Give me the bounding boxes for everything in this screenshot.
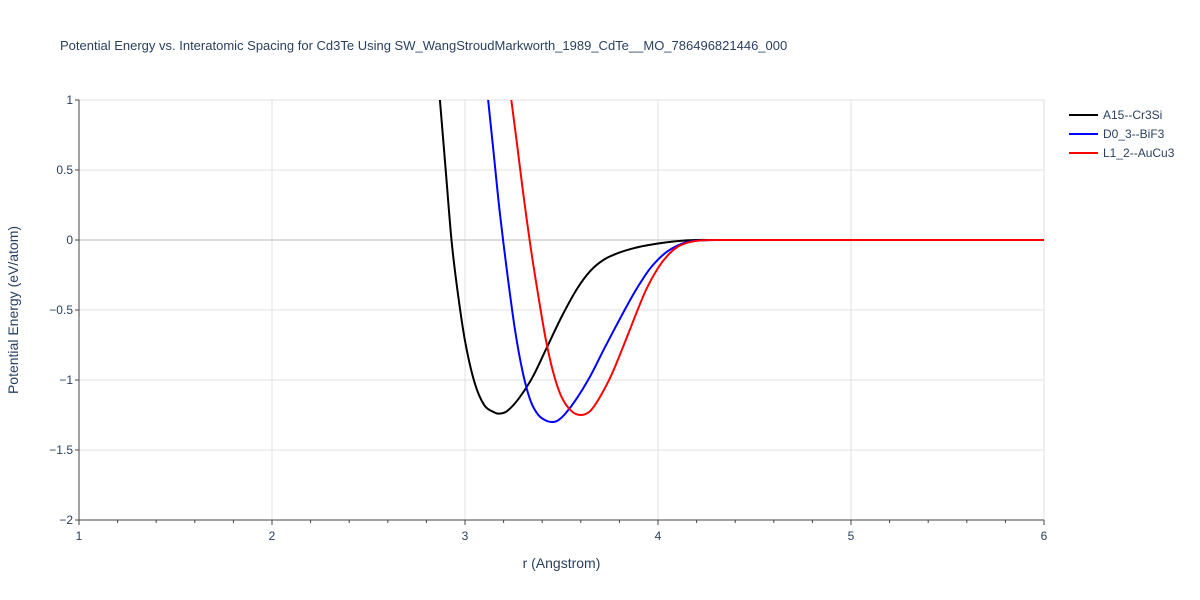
- x-axis-title: r (Angstrom): [523, 555, 601, 571]
- series-line-d0-3-bif3: [487, 100, 1044, 423]
- series-line-l1-2-aucu3: [510, 100, 1044, 416]
- axes: 1 2 3 4 5 6 1 0.5 0 −0.5 −1 −1.5 −2: [49, 93, 1047, 543]
- y-tick-label: −1.5: [49, 443, 73, 457]
- series-line-a15-cr3si: [438, 100, 1044, 415]
- plot-area: [438, 100, 1044, 423]
- x-tick-label: 6: [1041, 529, 1048, 543]
- legend-label-d0-3-bif3: D0_3--BiF3: [1103, 127, 1165, 141]
- x-tick-label: 3: [462, 529, 469, 543]
- legend: A15--Cr3Si D0_3--BiF3 L1_2--AuCu3: [1069, 108, 1175, 160]
- y-tick-label: 0: [66, 233, 73, 247]
- y-tick-label: −0.5: [49, 303, 73, 317]
- y-tick-label: 0.5: [56, 163, 73, 177]
- grid: [79, 99, 1045, 520]
- x-tick-label: 1: [76, 529, 83, 543]
- y-tick-label: −1: [59, 373, 73, 387]
- y-tick-label: 1: [66, 93, 73, 107]
- legend-label-l1-2-aucu3: L1_2--AuCu3: [1103, 146, 1175, 160]
- y-axis-title: Potential Energy (eV/atom): [5, 226, 21, 394]
- chart-title: Potential Energy vs. Interatomic Spacing…: [60, 38, 787, 53]
- x-tick-label: 5: [848, 529, 855, 543]
- x-tick-label: 2: [269, 529, 276, 543]
- y-tick-label: −2: [59, 513, 73, 527]
- x-tick-label: 4: [655, 529, 662, 543]
- legend-label-a15-cr3si: A15--Cr3Si: [1103, 108, 1162, 122]
